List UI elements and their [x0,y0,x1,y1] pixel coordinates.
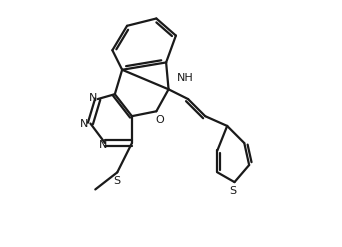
Text: N: N [89,93,97,103]
Text: N: N [98,140,107,150]
Text: S: S [230,186,237,196]
Text: O: O [156,115,165,125]
Text: N: N [80,119,89,129]
Text: NH: NH [177,73,194,83]
Text: S: S [113,176,120,186]
